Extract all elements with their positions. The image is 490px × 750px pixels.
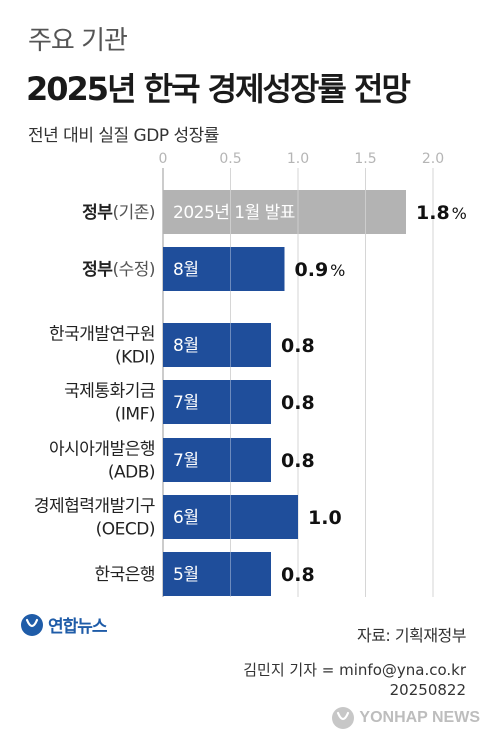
x-tick-label: 0: [159, 151, 168, 167]
logo-text: 연합뉴스: [48, 617, 108, 637]
bar-label: 7월: [173, 451, 198, 471]
yonhap-logo: 연합뉴스: [20, 612, 108, 637]
bar-label: 7월: [173, 393, 198, 413]
x-tick-label: 2.0: [422, 151, 444, 167]
bar-label: 8월: [173, 336, 198, 356]
percent-sign: %: [452, 204, 467, 223]
kicker: 주요 기관: [28, 26, 128, 56]
category-label: 한국개발연구원: [49, 325, 155, 345]
x-tick-label: 1.5: [354, 151, 376, 167]
yonhap-logo-icon: [21, 613, 43, 636]
bar: [163, 190, 406, 234]
bar: [163, 438, 271, 482]
bar-chart: 0 0.5 1.0 1.5 2.0 2025년 1월 발표 1.8 % 정부(기존) 8월 0.9…: [34, 151, 467, 597]
bar: [163, 552, 271, 596]
bar-label: 8월: [173, 260, 198, 280]
category-label: 한국은행: [94, 565, 155, 585]
data-label: 0.9%: [295, 259, 346, 281]
tick-layer: 0 0.5 1.0 1.5 2.0: [159, 151, 445, 167]
bar-label: 2025년 1월 발표: [173, 203, 295, 223]
bar-label: 6월: [173, 508, 198, 528]
data-label: 0.8: [281, 450, 315, 472]
page-title: 2025년 한국 경제성장률 전망: [26, 70, 411, 108]
data-label: 1.8%: [416, 202, 467, 224]
category-label: 정부(수정): [82, 260, 155, 280]
category-label: 국제통화기금: [64, 382, 155, 402]
data-label: 1.0: [308, 507, 342, 529]
category-label: 정부(기존): [82, 203, 155, 223]
category-label: (OECD): [96, 520, 155, 540]
chart-subtitle: 전년 대비 실질 GDP 성장률: [28, 126, 219, 146]
category-label: 경제협력개발기구: [34, 497, 155, 517]
category-label: 아시아개발은행: [49, 440, 155, 460]
data-label: 0.8: [281, 392, 315, 414]
credit: 김민지 기자 = minfo@yna.co.kr 20250822: [243, 660, 466, 700]
watermark-text: YONHAP NEWS: [359, 709, 480, 726]
category-label: (IMF): [115, 405, 155, 425]
credit-author: 김민지 기자 = minfo@yna.co.kr: [243, 661, 466, 679]
category-label: (KDI): [115, 348, 155, 368]
percent-sign: %: [330, 261, 345, 280]
bar-layer: [163, 190, 406, 596]
source-note: 자료: 기획재정부: [356, 626, 467, 645]
category-label: (ADB): [108, 463, 155, 483]
bar: [163, 247, 285, 291]
label-layer: 2025년 1월 발표 1.8 % 정부(기존) 8월 0.9 % 정부(수정) 8월 0.8 한국…: [34, 202, 467, 586]
x-tick-label: 0.5: [219, 151, 241, 167]
x-tick-label: 1.0: [287, 151, 309, 167]
bar: [163, 380, 271, 424]
bar: [163, 495, 298, 539]
watermark: YONHAP NEWS: [331, 706, 480, 730]
data-label: 0.8: [281, 564, 315, 586]
bar-label: 5월: [173, 565, 198, 585]
bar: [163, 323, 271, 367]
data-label: 0.8: [281, 335, 315, 357]
credit-date: 20250822: [389, 681, 466, 699]
watermark-icon: [332, 707, 355, 729]
